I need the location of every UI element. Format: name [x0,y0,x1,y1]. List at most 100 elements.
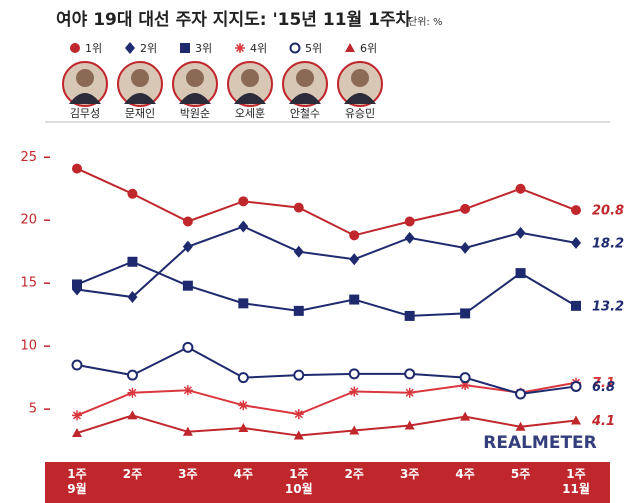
marker [293,305,304,316]
portrait-body [179,93,211,104]
person-name: 김무성 [70,107,100,120]
end-value-label: 7.1 [592,376,615,391]
legend-marker [235,43,245,53]
marker [349,425,360,435]
marker [404,310,415,321]
marker [404,216,415,227]
end-value-label: 20.8 [592,204,624,219]
person-name: 오세훈 [235,107,265,120]
marker [127,256,138,267]
x-tick-label: 3주 [178,467,198,481]
y-tick-label: 15 [20,276,37,291]
marker [238,298,249,309]
marker [570,380,582,392]
marker [237,372,249,384]
series-line [76,381,577,417]
x-tick-label: 1주 9월 [67,467,87,496]
x-tick-label: 1주 10월 [284,467,313,496]
marker [293,202,304,213]
legend-marker [345,43,355,52]
person-name: 박원순 [180,107,210,120]
series-line [76,346,577,396]
marker [404,231,415,244]
person-name: 문재인 [125,107,155,120]
marker [571,236,581,249]
marker [515,268,526,279]
person-name: 안철수 [290,107,320,120]
marker [182,385,193,396]
marker [460,241,471,254]
legend-marker [125,42,135,54]
marker [515,226,526,239]
unit-label: 단위: % [408,15,442,28]
x-tick-label: 2주 [122,467,143,481]
marker [404,420,415,430]
marker [293,369,305,381]
marker [348,368,360,380]
end-value-label: 4.1 [591,414,615,429]
person-name: 유승민 [345,107,375,120]
legend-label: 4위 [250,42,267,55]
portrait-head [76,69,94,87]
marker [515,388,527,400]
marker [571,205,581,216]
marker [459,372,471,384]
marker [515,183,526,194]
marker [571,300,581,311]
portrait-head [351,69,369,87]
marker [515,421,526,431]
marker [293,430,304,440]
marker [460,203,471,214]
marker [349,294,360,305]
y-tick-label: 25 [20,150,37,165]
marker [71,359,83,371]
portrait-body [69,93,101,104]
marker [182,341,194,353]
x-tick-label: 4주 [455,467,475,481]
end-value-label: 18.2 [592,236,624,251]
marker [182,280,193,291]
legend-label: 2위 [140,42,157,55]
marker [349,253,360,266]
legend-marker [70,43,80,53]
marker [238,423,249,432]
legend-marker [180,43,190,53]
series-line [76,260,577,317]
marker [349,230,360,241]
marker [72,279,82,290]
legend-label: 6위 [360,42,377,55]
x-tick-label: 2주 [344,467,364,481]
x-axis-band [45,462,610,503]
portrait-head [131,69,149,87]
marker [460,411,471,421]
x-tick-label: 1주 11월 [562,467,590,496]
marker [72,410,82,421]
marker [238,196,249,207]
y-tick-label: 10 [20,339,37,354]
marker [182,426,193,436]
portrait-body [344,93,376,104]
marker [238,220,249,233]
chart-title: 여야 19대 대선 주자 지지도: '15년 11월 1주차 [56,10,412,30]
end-value-label: 6.8 [592,380,615,395]
marker [460,308,471,319]
marker [460,380,471,391]
legend-marker [289,42,301,54]
marker [182,240,193,253]
marker [127,291,138,304]
series-line [76,167,577,237]
marker [72,163,82,174]
legend-label: 5위 [305,42,322,55]
marker [293,409,304,420]
portrait-head [241,69,259,87]
marker [182,216,193,227]
y-tick-label: 5 [29,402,37,417]
portrait-head [296,69,314,87]
marker [293,245,304,258]
series-line [76,225,577,299]
x-tick-label: 3주 [399,467,420,481]
marker [72,428,82,438]
watermark: REALMETER [483,433,597,453]
marker [404,387,415,398]
